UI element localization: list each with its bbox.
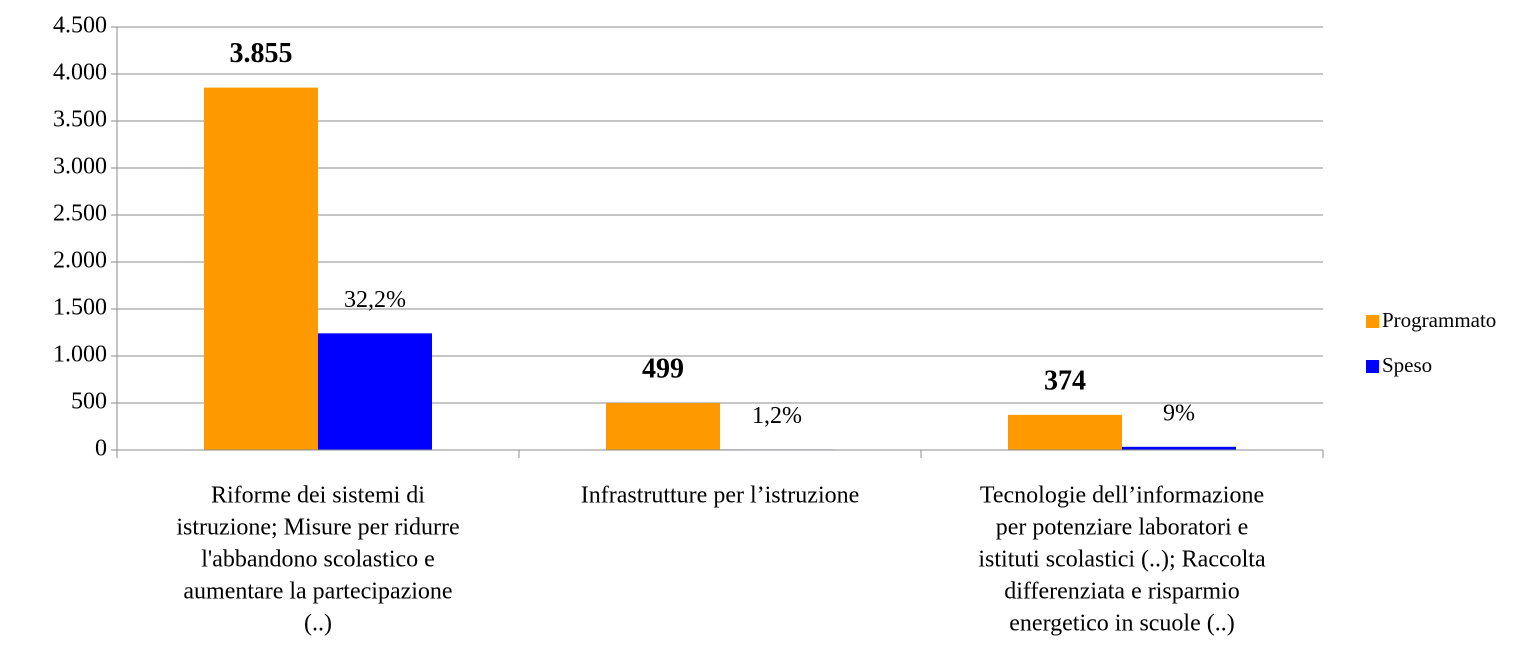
x-tick-label: Riforme dei sistemi di (211, 483, 425, 509)
x-tick-label: differenziata e risparmio (1004, 579, 1239, 605)
y-tick-label: 2.000 (53, 248, 107, 274)
x-tick-label: Tecnologie dell’informazione (980, 483, 1264, 509)
y-tick-label: 1.000 (53, 342, 107, 368)
share-label: 32,2% (344, 287, 406, 313)
bar (1122, 446, 1236, 450)
y-tick-label: 4.000 (53, 60, 107, 86)
value-label: 3.855 (230, 38, 293, 69)
y-tick-label: 4.500 (53, 13, 107, 39)
bar (204, 87, 318, 450)
x-tick-label: istruzione; Misure per ridurre (176, 515, 459, 541)
x-tick-label: istituti scolastici (..); Raccolta (978, 547, 1266, 573)
x-tick-label: energetico in scuole (..) (1009, 611, 1234, 637)
value-label: 499 (642, 354, 684, 385)
x-tick-label: per potenziare laboratori e (996, 515, 1249, 541)
x-tick-label: l'abbandono scolastico e (201, 547, 435, 573)
legend-swatch (1366, 315, 1379, 328)
x-tick-label: aumentare la partecipazione (183, 579, 452, 605)
legend-swatch (1366, 360, 1379, 373)
x-tick-label: Infrastrutture per l’istruzione (581, 483, 860, 509)
share-label: 9% (1163, 400, 1195, 426)
legend-label: Speso (1382, 353, 1432, 377)
bar (606, 403, 720, 450)
y-tick-label: 500 (71, 389, 107, 415)
share-label: 1,2% (752, 403, 802, 429)
bar (1008, 414, 1122, 450)
y-tick-label: 0 (95, 436, 107, 462)
value-label: 374 (1044, 365, 1086, 396)
y-tick-label: 1.500 (53, 295, 107, 321)
y-tick-label: 3.000 (53, 154, 107, 180)
y-tick-label: 3.500 (53, 107, 107, 133)
bar (318, 333, 432, 450)
y-tick-label: 2.500 (53, 201, 107, 227)
x-tick-label: (..) (304, 611, 332, 637)
legend-label: Programmato (1382, 308, 1496, 332)
